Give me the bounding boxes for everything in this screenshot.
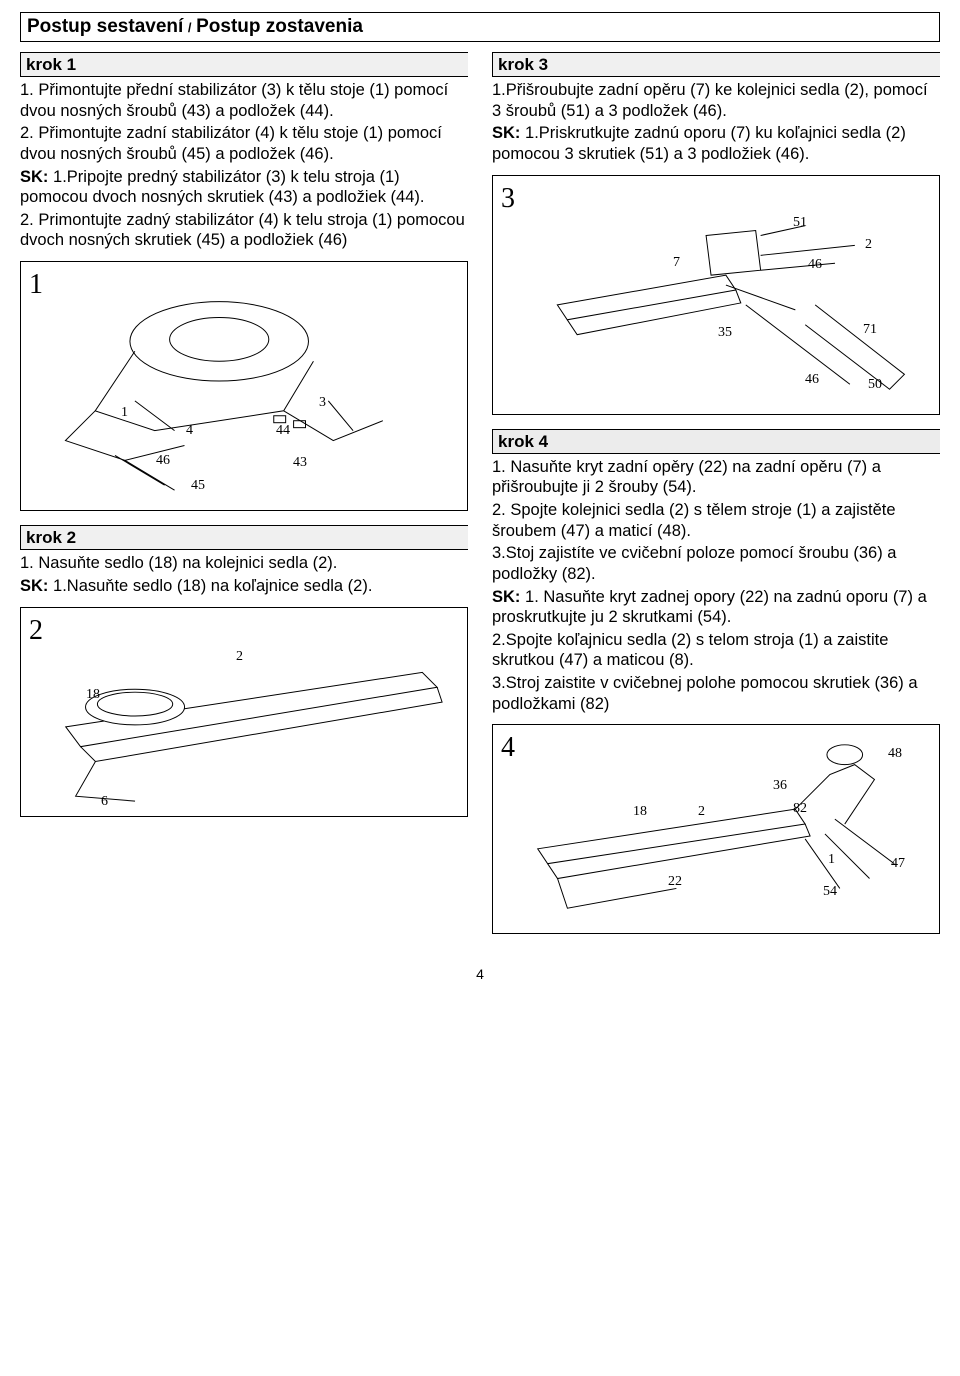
krok4-sk3: 3.Stroj zaistite v cvičebnej polohe pomo…: [492, 673, 940, 714]
krok3-sk: SK: 1.Priskrutkujte zadnú oporu (7) ku k…: [492, 123, 940, 164]
fig3-l35: 35: [718, 324, 732, 342]
fig3-l71: 71: [863, 321, 877, 339]
fig4-l36: 36: [773, 777, 787, 795]
left-column: krok 1 1. Přimontujte přední stabilizáto…: [20, 52, 468, 949]
figure-3: 3 51 2 7 46 35 71 46: [492, 175, 940, 415]
fig1-l4: 4: [186, 422, 193, 440]
fig4-l47: 47: [891, 855, 905, 873]
fig2-svg: [21, 608, 467, 816]
page-number: 4: [20, 966, 940, 984]
fig2-l18: 18: [86, 686, 100, 704]
fig3-l46a: 46: [808, 256, 822, 274]
krok2-cz: 1. Nasuňte sedlo (18) na kolejnici sedla…: [20, 553, 468, 574]
krok1-sk2: 2. Primontujte zadný stabilizátor (4) k …: [20, 210, 468, 251]
fig3-l51: 51: [793, 214, 807, 232]
fig4-l22: 22: [668, 873, 682, 891]
krok1-body: 1. Přimontujte přední stabilizátor (3) k…: [20, 80, 468, 251]
fig4-l18: 18: [633, 803, 647, 821]
krok1-sk1-text: 1.Pripojte predný stabilizátor (3) k tel…: [20, 168, 424, 207]
sk-label3: SK:: [492, 124, 520, 142]
krok2-body: 1. Nasuňte sedlo (18) na kolejnici sedla…: [20, 553, 468, 596]
krok3-cz: 1.Přišroubujte zadní opěru (7) ke kolejn…: [492, 80, 940, 121]
figure-2: 2 18 2 6: [20, 607, 468, 817]
fig3-l46b: 46: [805, 371, 819, 389]
fig3-l50: 50: [868, 376, 882, 394]
krok2-sk-text: 1.Nasuňte sedlo (18) na koľajnice sedla …: [53, 577, 372, 595]
fig1-l43: 43: [293, 454, 307, 472]
krok3-header: krok 3: [492, 52, 940, 77]
figure-4: 4 48 36 18 2 82 22 1 47 54: [492, 724, 940, 934]
fig4-l2: 2: [698, 803, 705, 821]
fig1-l46: 46: [156, 452, 170, 470]
krok3-body: 1.Přišroubujte zadní opěru (7) ke kolejn…: [492, 80, 940, 165]
fig3-l2: 2: [865, 236, 872, 254]
fig1-num: 1: [29, 267, 43, 302]
krok4-header: krok 4: [492, 429, 940, 454]
fig4-l48: 48: [888, 745, 902, 763]
title-cz: Postup sestavení: [27, 16, 183, 37]
fig1-l45: 45: [191, 477, 205, 495]
fig2-l6: 6: [101, 793, 108, 811]
krok4-sk2: 2.Spojte koľajnicu sedla (2) s telom str…: [492, 630, 940, 671]
krok1-cz1: 1. Přimontujte přední stabilizátor (3) k…: [20, 80, 468, 121]
fig2-num: 2: [29, 613, 43, 648]
krok4-sk1: SK: 1. Nasuňte kryt zadnej opory (22) na…: [492, 587, 940, 628]
fig4-l82: 82: [793, 800, 807, 818]
fig2-l2: 2: [236, 648, 243, 666]
fig1-l3: 3: [319, 394, 326, 412]
krok3-sk-text: 1.Priskrutkujte zadnú oporu (7) ku koľaj…: [492, 124, 906, 163]
fig1-l44: 44: [276, 422, 290, 440]
krok1-cz2: 2. Přimontujte zadní stabilizátor (4) k …: [20, 123, 468, 164]
sk-label2: SK:: [20, 577, 48, 595]
right-column: krok 3 1.Přišroubujte zadní opěru (7) ke…: [492, 52, 940, 949]
krok4-sk1-text: 1. Nasuňte kryt zadnej opory (22) na zad…: [492, 588, 927, 627]
krok4-cz3: 3.Stoj zajistíte ve cvičební poloze pomo…: [492, 543, 940, 584]
krok1-header: krok 1: [20, 52, 468, 77]
page-title: Postup sestavení / Postup zostavenia: [20, 12, 940, 42]
fig4-num: 4: [501, 730, 515, 765]
figure-1: 1 1 3 4 44 46: [20, 261, 468, 511]
krok4-cz1: 1. Nasuňte kryt zadní opěry (22) na zadn…: [492, 457, 940, 498]
krok4-cz2: 2. Spojte kolejnici sedla (2) s tělem st…: [492, 500, 940, 541]
sk-label: SK:: [20, 168, 48, 186]
fig4-l54: 54: [823, 883, 837, 901]
fig1-svg: [21, 262, 467, 510]
fig4-l1: 1: [828, 851, 835, 869]
fig3-l7: 7: [673, 254, 680, 272]
fig3-num: 3: [501, 181, 515, 216]
title-sep: /: [188, 20, 192, 35]
sk-label4: SK:: [492, 588, 520, 606]
title-sk: Postup zostavenia: [196, 16, 363, 37]
krok1-sk1: SK: 1.Pripojte predný stabilizátor (3) k…: [20, 167, 468, 208]
krok2-sk: SK: 1.Nasuňte sedlo (18) na koľajnice se…: [20, 576, 468, 597]
fig4-svg: [493, 725, 939, 933]
fig1-l1: 1: [121, 404, 128, 422]
krok4-body: 1. Nasuňte kryt zadní opěry (22) na zadn…: [492, 457, 940, 715]
krok2-header: krok 2: [20, 525, 468, 550]
